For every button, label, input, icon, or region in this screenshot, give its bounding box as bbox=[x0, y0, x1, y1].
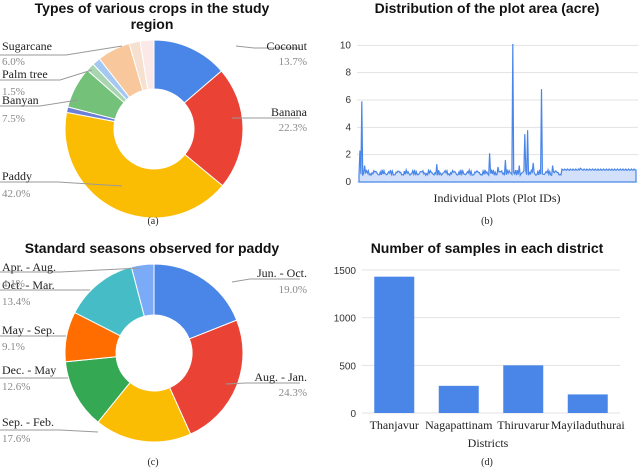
district-y-tick: 1000 bbox=[334, 314, 357, 325]
season-label-sep-feb: Sep. - Feb. bbox=[2, 415, 54, 429]
caption-b: (b) bbox=[481, 216, 493, 227]
seasons-title: Standard seasons observed for paddy bbox=[25, 240, 280, 256]
crop-label-paddy: Paddy bbox=[2, 169, 32, 183]
district-y-tick: 500 bbox=[339, 361, 356, 372]
plot-area-xlabel: Individual Plots (Plot IDs) bbox=[433, 191, 560, 205]
district-x-ticks: Thanjavur Nagapattinam Thiruvarur Mayiladut… bbox=[370, 418, 626, 432]
crop-label-sugarcane: Sugarcane bbox=[2, 39, 52, 53]
district-samples-panel: Number of samples in each district 0 500 1… bbox=[334, 240, 626, 468]
season-label-may-sep: May - Sep. bbox=[2, 323, 55, 337]
season-slice-aug-jan bbox=[168, 319, 244, 435]
season-pct-sep-feb: 17.6% bbox=[2, 433, 30, 445]
crop-pct-coconut: 13.7% bbox=[279, 56, 307, 68]
season-pct-may-sep: 9.1% bbox=[2, 341, 25, 353]
crop-pct-banana: 22.3% bbox=[279, 122, 307, 134]
district-x-tick-thanjavur: Thanjavur bbox=[370, 418, 419, 432]
season-label-dec-may: Dec. - May bbox=[2, 363, 56, 377]
season-slice-apr-aug bbox=[130, 263, 155, 317]
crop-slice-minor-9 bbox=[139, 39, 155, 91]
crop-chart-title-line2: region bbox=[131, 16, 174, 32]
plot-area-gridlines bbox=[357, 44, 638, 183]
season-label-oct-mar: Oct. - Mar. bbox=[2, 278, 55, 292]
season-label-jun-oct: Jun. - Oct. bbox=[257, 266, 307, 280]
district-y-tick: 0 bbox=[350, 409, 356, 420]
crop-slice-paddy bbox=[64, 111, 224, 219]
district-y-ticks: 0 500 1000 1500 bbox=[334, 266, 357, 420]
plot-area-panel: Distribution of the plot area (acre) 0 2 4… bbox=[340, 0, 638, 227]
district-x-tick-thiruvarur: Thiruvarur bbox=[497, 418, 549, 432]
crop-leader-lines bbox=[0, 45, 300, 187]
crop-label-banana: Banana bbox=[271, 105, 308, 119]
district-bar-thiruvarur bbox=[503, 365, 544, 413]
plot-area-y-tick: 8 bbox=[345, 68, 351, 79]
season-pct-apr-aug: 4.1% bbox=[2, 278, 25, 290]
crop-types-panel: Types of various crops in the study regi… bbox=[0, 0, 308, 227]
crop-donut bbox=[64, 39, 244, 219]
district-x-tick-nagapattinam: Nagapattinam bbox=[425, 418, 493, 432]
crop-label-coconut: Coconut bbox=[266, 39, 307, 53]
season-pct-oct-mar: 13.4% bbox=[2, 296, 30, 308]
plot-area-y-tick: 6 bbox=[345, 95, 351, 106]
plot-area-y-tick: 10 bbox=[340, 40, 352, 51]
crop-pct-paddy: 42.0% bbox=[2, 188, 30, 200]
district-y-tick: 1500 bbox=[334, 266, 357, 277]
season-label-aug-jan: Aug. - Jan. bbox=[254, 370, 307, 384]
paddy-seasons-panel: Standard seasons observed for paddy Jun.… bbox=[0, 240, 307, 468]
seasons-leader-lines bbox=[0, 267, 300, 433]
plot-area-y-tick: 0 bbox=[345, 177, 351, 188]
district-bar-mayiladuthurai bbox=[567, 394, 608, 413]
caption-d: (d) bbox=[481, 457, 493, 468]
district-x-tick-mayiladuthurai: Mayiladuthurai bbox=[551, 418, 626, 432]
district-bar-thanjavur bbox=[374, 276, 415, 413]
plot-area-title: Distribution of the plot area (acre) bbox=[375, 0, 600, 16]
season-pct-dec-may: 12.6% bbox=[2, 381, 30, 393]
season-label-apr-aug: Apr. - Aug. bbox=[2, 260, 56, 274]
caption-a: (a) bbox=[147, 216, 158, 227]
season-slice-jun-oct bbox=[153, 263, 238, 340]
season-pct-jun-oct: 19.0% bbox=[279, 284, 307, 296]
season-pct-aug-jan: 24.3% bbox=[279, 387, 307, 399]
crop-label-palm-tree: Palm tree bbox=[2, 67, 48, 81]
crop-pct-banyan: 7.5% bbox=[2, 113, 25, 125]
plot-area-y-tick: 2 bbox=[345, 150, 351, 161]
district-bar-nagapattinam bbox=[438, 385, 479, 413]
crop-pct-palm-tree: 1.5% bbox=[2, 86, 25, 98]
plot-area-y-tick: 4 bbox=[345, 122, 351, 133]
seasons-donut bbox=[64, 263, 244, 443]
plot-area-series bbox=[358, 43, 637, 183]
crop-slice-banana bbox=[183, 70, 244, 187]
district-samples-title: Number of samples in each district bbox=[371, 240, 604, 256]
crop-chart-title-line1: Types of various crops in the study bbox=[35, 0, 270, 16]
crop-label-banyan: Banyan bbox=[2, 93, 39, 107]
district-xlabel: Districts bbox=[468, 436, 509, 450]
caption-c: (c) bbox=[147, 457, 158, 468]
district-bars bbox=[374, 276, 608, 413]
crop-pct-sugarcane: 6.0% bbox=[2, 56, 25, 68]
plot-area-y-ticks: 0 2 4 6 8 10 bbox=[340, 40, 352, 188]
